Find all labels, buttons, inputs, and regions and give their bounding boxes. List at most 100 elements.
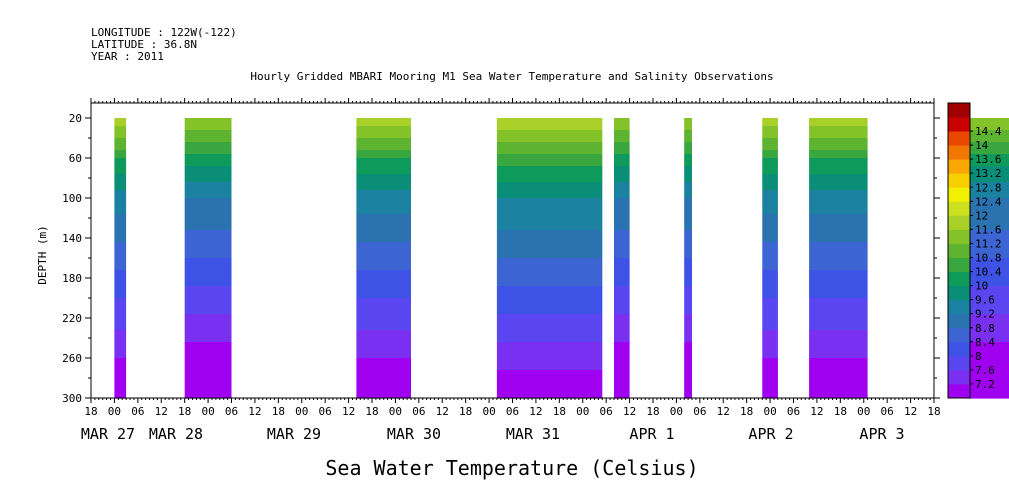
heatmap-cell [114,150,127,155]
heatmap-cell [762,218,778,223]
plot-area [114,118,1009,399]
heatmap-cell [496,390,603,395]
heatmap-cell [614,394,630,399]
heatmap-cell [184,226,232,231]
heatmap-cell [356,194,411,199]
heatmap-cell [114,262,127,267]
heatmap-cell [496,306,603,311]
heatmap-cell [684,306,692,311]
x-hour-tick-label: 12 [529,405,542,418]
heatmap-cell [184,246,232,251]
heatmap-cell [684,358,692,363]
heatmap-cell [809,298,868,303]
heatmap-cell [614,382,630,387]
heatmap-cell [762,206,778,211]
heatmap-cell [762,350,778,355]
heatmap-cell [496,294,603,299]
heatmap-cell [496,130,603,135]
heatmap-cell [496,354,603,359]
heatmap-cell [762,270,778,275]
heatmap-cell [114,206,127,211]
heatmap-cell [614,246,630,251]
heatmap-cell [614,322,630,327]
heatmap-cell [114,142,127,147]
heatmap-cell [356,206,411,211]
heatmap-cell [114,218,127,223]
heatmap-cell [496,158,603,163]
x-hour-tick-label: 12 [810,405,823,418]
x-hour-tick-label: 00 [670,405,683,418]
heatmap-cell [614,350,630,355]
heatmap-cell [684,350,692,355]
heatmap-cell [184,286,232,291]
colorbar-swatch [948,215,970,230]
y-tick-label: 260 [62,352,82,365]
heatmap-cell [762,282,778,287]
heatmap-cell [762,354,778,359]
heatmap-cell [114,186,127,191]
heatmap-cell [356,170,411,175]
heatmap-cell [356,350,411,355]
heatmap-cell [965,242,1009,247]
heatmap-cell [965,330,1009,335]
colorbar-swatch [948,145,970,160]
heatmap-cell [614,134,630,139]
heatmap-cell [965,370,1009,375]
heatmap-cell [614,118,630,123]
heatmap-cell [114,314,127,319]
heatmap-cell [762,238,778,243]
heatmap-cell [184,254,232,259]
heatmap-cell [809,226,868,231]
heatmap-cell [114,342,127,347]
heatmap-cell [614,262,630,267]
colorbar-swatch [948,313,970,329]
heatmap-cell [184,234,232,239]
heatmap-cell [684,386,692,391]
heatmap-cell [614,170,630,175]
heatmap-cell [614,342,630,347]
colorbar-label: 9.2 [975,308,995,321]
heatmap-cell [684,182,692,187]
heatmap-cell [684,194,692,199]
heatmap-cell [114,374,127,379]
heatmap-cell [356,222,411,227]
heatmap-cell [809,246,868,251]
heatmap-cell [614,326,630,331]
heatmap-cell [809,366,868,371]
heatmap-cell [684,158,692,163]
x-hour-tick-label: 06 [319,405,332,418]
heatmap-cell [496,298,603,303]
colorbar-label: 11.2 [975,237,1002,250]
heatmap-cell [684,258,692,263]
heatmap-cell [614,250,630,255]
heatmap-cell [184,262,232,267]
heatmap-cell [184,362,232,367]
x-date-label: APR 1 [629,425,674,443]
heatmap-cell [614,242,630,247]
heatmap-cell [965,142,1009,147]
heatmap-cell [496,234,603,239]
heatmap-cell [356,310,411,315]
heatmap-cell [114,230,127,235]
heatmap-cell [965,194,1009,199]
heatmap-cell [614,370,630,375]
heatmap-cell [684,286,692,291]
heatmap-cell [809,254,868,259]
heatmap-cell [496,318,603,323]
x-date-label: MAR 30 [387,425,441,443]
heatmap-cell [614,178,630,183]
heatmap-cell [114,202,127,207]
heatmap-cell [762,198,778,203]
colorbar-label: 10.8 [975,252,1002,265]
heatmap-cell [809,134,868,139]
heatmap-cell [356,130,411,135]
heatmap-cell [496,190,603,195]
y-tick-label: 100 [62,192,82,205]
heatmap-cell [614,210,630,215]
x-hour-tick-label: 00 [201,405,214,418]
heatmap-cell [684,382,692,387]
heatmap-cell [184,182,232,187]
heatmap-cell [114,166,127,171]
heatmap-cell [809,310,868,315]
heatmap-cell [762,306,778,311]
